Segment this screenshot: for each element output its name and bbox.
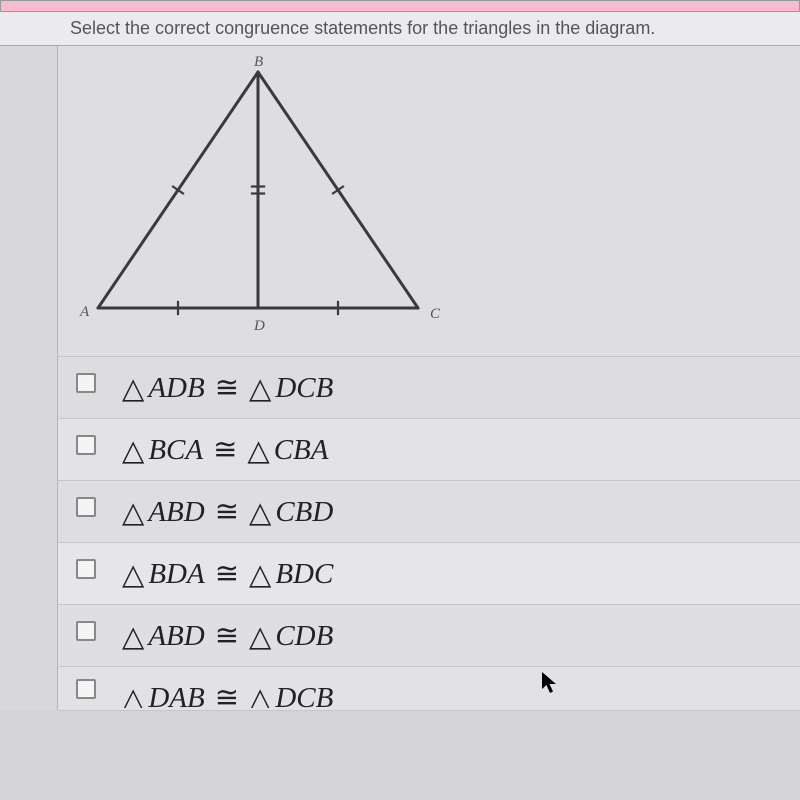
checkbox[interactable] [76,559,96,579]
congruence-statement: △ABD≅△CBD [122,494,333,529]
triangle-diagram: A B C D [58,46,800,356]
checkbox[interactable] [76,497,96,517]
congruence-statement: △ADB≅△DCB [122,370,333,405]
answer-option-3[interactable]: △BDA≅△BDC [58,542,800,605]
checkbox[interactable] [76,435,96,455]
cursor-icon [540,670,560,694]
svg-text:D: D [253,318,265,334]
svg-text:C: C [430,306,441,322]
answer-option-4[interactable]: △ABD≅△CDB [58,604,800,667]
congruence-statement: △BDA≅△BDC [122,556,333,591]
left-margin-strip [0,46,58,710]
answer-option-2[interactable]: △ABD≅△CBD [58,480,800,543]
checkbox[interactable] [76,373,96,393]
answer-option-1[interactable]: △BCA≅△CBA [58,418,800,481]
congruence-statement: △DAB≅△DCB [122,680,333,708]
content-area: A B C D △ADB≅△DCB △BCA≅△CBA △ABD≅△CBD △BDA≅△BD… [0,46,800,710]
answer-option-0[interactable]: △ADB≅△DCB [58,356,800,419]
window-top-bar [0,0,800,12]
main-panel: A B C D △ADB≅△DCB △BCA≅△CBA △ABD≅△CBD △BDA≅△BD… [58,46,800,710]
question-text: Select the correct congruence statements… [0,12,800,46]
congruence-statement: △BCA≅△CBA [122,432,329,467]
answer-options-list: △ADB≅△DCB △BCA≅△CBA △ABD≅△CBD △BDA≅△BDC △ABD… [58,356,800,711]
checkbox[interactable] [76,621,96,641]
answer-option-5[interactable]: △DAB≅△DCB [58,666,800,711]
svg-text:A: A [79,304,90,320]
svg-text:B: B [254,56,263,70]
triangle-svg: A B C D [78,56,458,346]
checkbox[interactable] [76,679,96,699]
congruence-statement: △ABD≅△CDB [122,618,333,653]
